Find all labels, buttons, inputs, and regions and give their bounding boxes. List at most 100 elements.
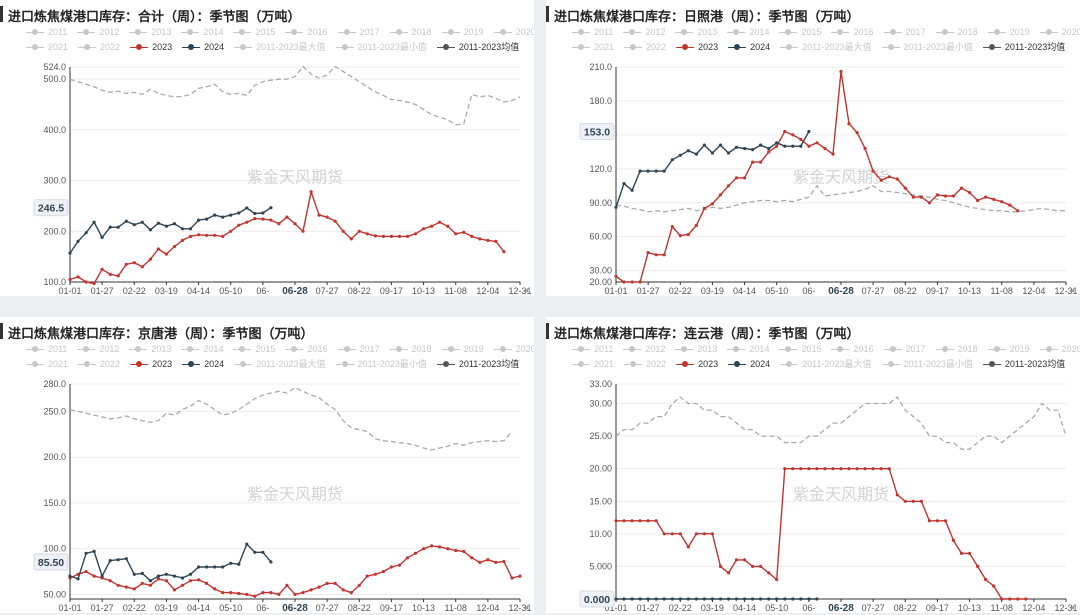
legend-item[interactable]: 2011-2023均值 bbox=[436, 357, 519, 370]
series-line-2011-2023均值 bbox=[69, 65, 521, 126]
data-point-2024 bbox=[84, 551, 88, 555]
legend-label: 2018 bbox=[957, 26, 978, 37]
legend-item[interactable]: 2016 bbox=[285, 27, 328, 37]
legend-item[interactable]: 2023 bbox=[676, 42, 718, 52]
legend-marker-icon bbox=[780, 43, 799, 51]
legend-item[interactable]: 2014 bbox=[727, 344, 769, 354]
legend-item[interactable]: 2017 bbox=[337, 344, 380, 354]
legend-item[interactable]: 2019 bbox=[441, 27, 484, 37]
data-point-2023 bbox=[927, 519, 931, 523]
legend-item[interactable]: 2018 bbox=[935, 344, 978, 354]
legend-item[interactable]: 2016 bbox=[831, 27, 874, 37]
legend-item[interactable]: 2011 bbox=[572, 344, 613, 354]
legend-item[interactable]: 2021 bbox=[26, 42, 68, 52]
legend-item[interactable]: 2014 bbox=[181, 344, 223, 354]
y-tick-label: 90.00 bbox=[589, 198, 612, 208]
legend-item[interactable]: 2024 bbox=[182, 359, 224, 369]
x-tick-label: 12-04 bbox=[476, 603, 499, 613]
legend-item[interactable]: 2011-2023最小值 bbox=[881, 357, 973, 370]
legend-item[interactable]: 2013 bbox=[675, 344, 717, 354]
legend-marker-icon bbox=[335, 360, 354, 368]
legend-item[interactable]: 2018 bbox=[935, 26, 978, 37]
legend-item[interactable]: 2022 bbox=[624, 42, 666, 52]
x-tick-label: 08-22 bbox=[348, 286, 371, 296]
legend-item[interactable]: 2024 bbox=[728, 359, 770, 369]
legend-item[interactable]: 2016 bbox=[285, 344, 328, 354]
legend-item[interactable]: 2011-2023最大值 bbox=[780, 357, 872, 370]
data-point-2023 bbox=[213, 233, 217, 237]
legend-item[interactable]: 2011-2023最大值 bbox=[780, 40, 872, 53]
data-point-2023 bbox=[759, 160, 763, 164]
legend-item[interactable]: 2022 bbox=[78, 359, 120, 369]
legend-item[interactable]: 2022 bbox=[78, 42, 120, 52]
data-point-2023 bbox=[662, 532, 666, 536]
data-point-2023 bbox=[229, 229, 233, 233]
legend-item[interactable]: 2020 bbox=[1039, 344, 1080, 354]
legend-item[interactable]: 2011-2023最小值 bbox=[335, 357, 427, 370]
data-point-2023 bbox=[855, 131, 859, 135]
legend-item[interactable]: 2011-2023最小值 bbox=[335, 40, 427, 53]
legend-item[interactable]: 2018 bbox=[389, 27, 432, 37]
data-point-2024 bbox=[269, 206, 273, 210]
legend-item[interactable]: 2019 bbox=[987, 27, 1030, 37]
x-tick-label: 12-31 bbox=[508, 286, 531, 296]
data-point-2023 bbox=[919, 499, 923, 503]
legend-item[interactable]: 2012 bbox=[77, 27, 119, 37]
legend-item[interactable]: 2020 bbox=[1039, 27, 1080, 37]
legend-marker-icon bbox=[181, 345, 200, 353]
legend-item[interactable]: 2015 bbox=[233, 27, 275, 37]
legend-item[interactable]: 2011-2023均值 bbox=[436, 40, 519, 53]
legend-item[interactable]: 2011 bbox=[26, 344, 67, 354]
legend-item[interactable]: 2011 bbox=[572, 27, 613, 37]
legend-item[interactable]: 2018 bbox=[389, 344, 432, 354]
legend-item[interactable]: 2020 bbox=[493, 343, 534, 354]
legend-item[interactable]: 2021 bbox=[572, 42, 614, 52]
legend-item[interactable]: 2017 bbox=[883, 344, 926, 354]
legend-item[interactable]: 2012 bbox=[623, 344, 665, 354]
legend-label: 2020 bbox=[515, 343, 534, 354]
legend-item[interactable]: 2011-2023最大值 bbox=[234, 40, 326, 53]
legend-marker-icon bbox=[26, 28, 44, 36]
legend-item[interactable]: 2013 bbox=[129, 344, 171, 354]
legend-item[interactable]: 2022 bbox=[624, 359, 666, 369]
legend-item[interactable]: 2013 bbox=[675, 27, 717, 37]
data-point-2023 bbox=[301, 591, 305, 595]
legend-item[interactable]: 2012 bbox=[77, 344, 119, 354]
legend-item[interactable]: 2013 bbox=[129, 27, 171, 37]
legend-item[interactable]: 2015 bbox=[779, 344, 821, 354]
legend-item[interactable]: 2021 bbox=[26, 359, 68, 369]
data-point-2023 bbox=[751, 160, 755, 164]
current-value-badge: 0.000 bbox=[579, 590, 615, 608]
legend-item[interactable]: 2024 bbox=[182, 42, 224, 52]
legend-item[interactable]: 2014 bbox=[181, 27, 223, 37]
data-point-2024 bbox=[743, 597, 747, 601]
legend-item[interactable]: 2011-2023均值 bbox=[982, 40, 1065, 53]
legend-marker-icon bbox=[675, 28, 694, 36]
legend-item[interactable]: 2015 bbox=[779, 27, 821, 37]
legend-item[interactable]: 2017 bbox=[337, 27, 380, 37]
legend-item[interactable]: 2011-2023最小值 bbox=[881, 40, 973, 53]
legend-item[interactable]: 2014 bbox=[727, 27, 769, 37]
legend-item[interactable]: 2019 bbox=[441, 344, 484, 354]
data-point-2023 bbox=[253, 594, 257, 598]
legend-item[interactable]: 2021 bbox=[572, 359, 614, 369]
legend-item[interactable]: 2011-2023最大值 bbox=[234, 357, 326, 370]
legend-item[interactable]: 2011-2023均值 bbox=[982, 357, 1065, 370]
x-tick-label: 05-10 bbox=[765, 286, 788, 296]
legend-item[interactable]: 2015 bbox=[233, 344, 275, 354]
series-line-2011-2023均值 bbox=[69, 387, 513, 451]
legend-item[interactable]: 2023 bbox=[130, 42, 172, 52]
legend-item[interactable]: 2024 bbox=[728, 42, 770, 52]
data-point-2023 bbox=[799, 137, 803, 141]
legend-item[interactable]: 2019 bbox=[987, 344, 1030, 354]
legend-item[interactable]: 2012 bbox=[623, 27, 665, 37]
legend-item[interactable]: 2017 bbox=[883, 27, 926, 37]
legend-item[interactable]: 2016 bbox=[831, 344, 874, 354]
data-point-2023 bbox=[887, 467, 891, 471]
legend-item[interactable]: 2023 bbox=[676, 359, 718, 369]
data-point-2023 bbox=[422, 547, 426, 551]
data-point-2023 bbox=[847, 467, 851, 471]
legend-item[interactable]: 2023 bbox=[130, 359, 172, 369]
legend-item[interactable]: 2011 bbox=[26, 27, 67, 37]
legend-item[interactable]: 2020 bbox=[493, 27, 534, 37]
